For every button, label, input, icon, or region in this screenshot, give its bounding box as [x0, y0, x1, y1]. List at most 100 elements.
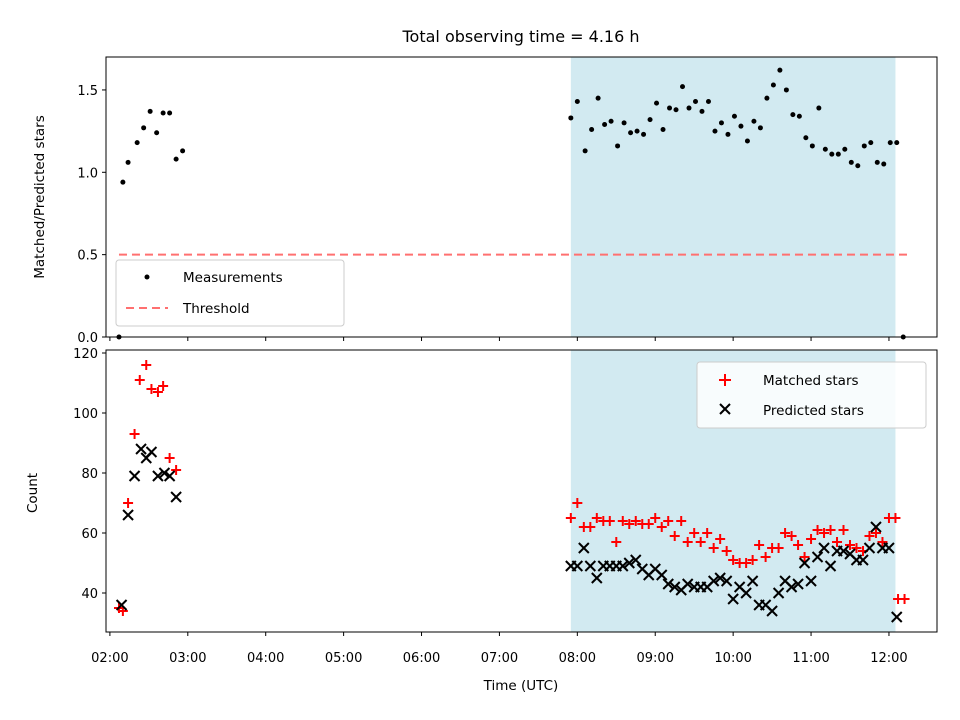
measurement-point: [173, 156, 179, 162]
count-panel: 40 60 80 100 120 02:00 03:00 04:00 05:00 06:00 07…: [25, 347, 938, 694]
matched-star-point: [643, 519, 654, 529]
predicted-star-point: [656, 569, 668, 581]
matched-star-point: [682, 537, 693, 547]
measurement-point: [835, 151, 841, 157]
measurement-point: [725, 131, 731, 137]
predicted-star-point: [135, 443, 147, 455]
legend-threshold-label: Threshold: [182, 301, 250, 317]
matched-star-point: [728, 555, 739, 565]
matched-star-point: [591, 513, 602, 523]
matched-star-point: [708, 543, 719, 553]
legend-predicted-label: Predicted stars: [763, 403, 864, 419]
measurement-point: [673, 107, 679, 113]
measurement-point: [180, 148, 186, 154]
predicted-star-point: [163, 470, 176, 482]
count-y-axis-label: Count: [25, 473, 41, 513]
measurement-point: [712, 128, 718, 134]
measurement-point: [790, 112, 796, 118]
matched-star-point: [123, 498, 134, 508]
measurement-point: [160, 110, 166, 116]
measurement-point: [829, 151, 835, 157]
matched-star-point: [689, 528, 700, 538]
matched-star-point: [656, 522, 667, 532]
measurement-point: [705, 98, 711, 104]
matched-star-point: [158, 381, 169, 391]
measurement-point: [602, 122, 608, 128]
measurement-point: [783, 87, 789, 93]
count-x-ticks: 02:00 03:00 04:00 05:00 06:00 07:00 08:00 09:00…: [91, 632, 908, 666]
ratio-legend-box: [115, 259, 345, 327]
matched-star-point: [585, 522, 596, 532]
matched-star-point: [630, 516, 641, 526]
measurement-point: [842, 146, 848, 152]
measurement-point: [731, 113, 737, 119]
predicted-star-point: [591, 572, 603, 584]
matched-star-point: [617, 516, 628, 526]
measurement-point: [796, 113, 802, 119]
measurement-point: [680, 84, 686, 90]
count-points: [113, 360, 910, 623]
measurement-point: [718, 120, 724, 126]
measurement-point: [894, 140, 900, 146]
predicted-star-point: [170, 491, 182, 503]
ratio-legend: Measurements Threshold: [115, 259, 345, 327]
matched-star-point: [877, 537, 888, 547]
predicted-star-point: [128, 470, 141, 482]
measurement-point: [868, 140, 874, 146]
matched-star-point: [832, 537, 843, 547]
measurement-point: [125, 159, 131, 165]
matched-star-point: [572, 498, 583, 508]
predicted-star-point: [623, 557, 635, 569]
ratio-panel: 0.0 0.5 1.0 1.5 Matched/Predicted stars Mea…: [32, 56, 938, 346]
measurement-point: [764, 95, 770, 101]
measurement-point: [848, 159, 854, 165]
measurement-point: [141, 125, 147, 131]
measurement-point: [809, 143, 815, 149]
predicted-star-point: [681, 578, 694, 590]
predicted-star-point: [578, 542, 590, 554]
matched-star-point: [565, 513, 576, 523]
x-tick-label: 07:00: [481, 651, 518, 666]
count-y-tick-label: 100: [73, 407, 98, 422]
measurement-point: [574, 98, 580, 104]
predicted-star-point: [883, 542, 895, 554]
matched-star-point: [129, 429, 140, 439]
x-tick-label: 11:00: [792, 651, 829, 666]
figure-title: Total observing time = 4.16 h: [401, 27, 639, 46]
predicted-star-point: [714, 572, 726, 584]
predicted-star-point: [824, 560, 837, 572]
matched-star-point: [812, 525, 823, 535]
legend-measurements-label: Measurements: [183, 270, 283, 286]
predicted-star-point: [805, 575, 817, 587]
x-tick-label: 06:00: [403, 651, 440, 666]
x-tick-label: 04:00: [247, 651, 284, 666]
predicted-star-point: [720, 575, 733, 587]
measurement-point: [770, 82, 776, 88]
predicted-star-point: [571, 560, 584, 572]
ratio-x-ticks: [109, 337, 890, 341]
predicted-star-point: [857, 554, 869, 566]
predicted-star-point: [746, 575, 759, 587]
measurement-point: [147, 108, 153, 114]
measurement-point: [628, 130, 634, 136]
ratio-plot-frame: [105, 56, 938, 338]
measurement-point: [881, 161, 887, 167]
matched-star-point: [650, 513, 661, 523]
predicted-star-point: [617, 560, 629, 572]
predicted-star-point: [630, 554, 642, 566]
matched-star-point: [663, 516, 674, 526]
matched-star-point: [171, 465, 182, 475]
measurement-point: [154, 130, 160, 136]
matched-star-point: [624, 519, 635, 529]
predicted-star-point: [792, 578, 804, 590]
predicted-star-point: [662, 578, 674, 590]
ratio-shaded-span: [570, 57, 896, 337]
predicted-star-point: [707, 575, 720, 587]
matched-star-point: [838, 525, 849, 535]
matched-star-point: [825, 525, 836, 535]
matched-star-point: [702, 528, 713, 538]
predicted-star-point: [811, 551, 824, 563]
measurement-point: [654, 100, 660, 106]
matched-star-point: [152, 387, 163, 397]
predicted-star-point: [584, 560, 597, 572]
